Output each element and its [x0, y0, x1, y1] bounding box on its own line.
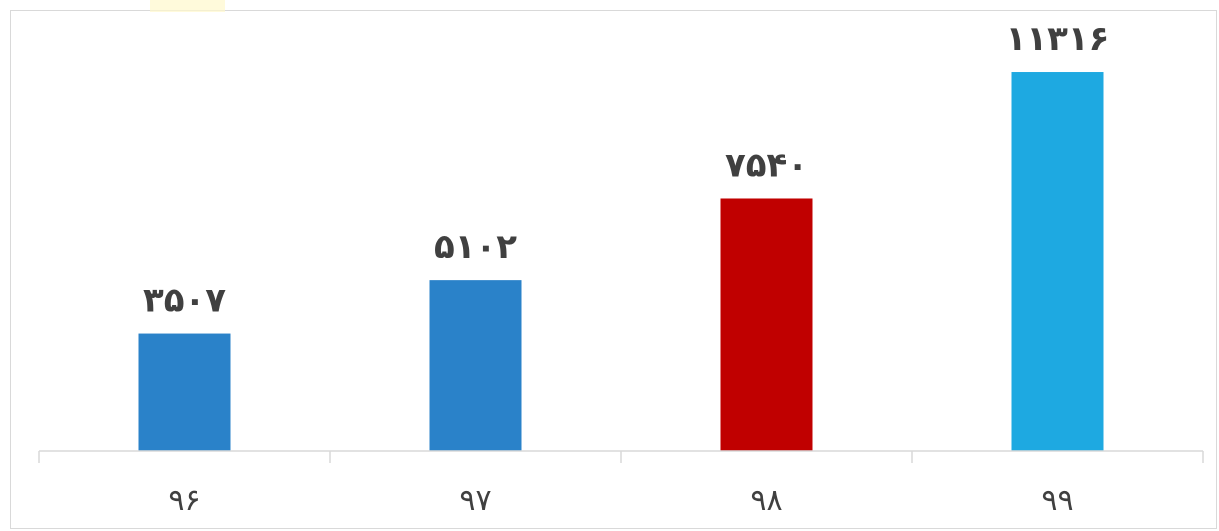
x-tick-label-2: ۹۷ [459, 483, 491, 518]
bar-value-label-3: ۷۵۴۰ [725, 145, 808, 185]
value-labels-group: ۳۵۰۷ ۵۱۰۲ ۷۵۴۰ ۱۱۳۱۶ [143, 19, 1109, 321]
x-axis-tick-labels: ۹۶ ۹۷ ۹۸ ۹۹ [168, 483, 1073, 518]
bars-group [138, 72, 1104, 451]
x-tick-label-3: ۹۸ [750, 483, 782, 518]
bar-4 [1011, 72, 1104, 451]
bar-1 [138, 333, 231, 451]
bar-2 [429, 280, 522, 451]
x-tick-label-4: ۹۹ [1041, 483, 1073, 518]
bar-value-label-4: ۱۱۳۱۶ [1006, 19, 1110, 59]
x-axis-ticks [38, 451, 1204, 463]
bar-value-label-1: ۳۵۰۷ [143, 281, 226, 321]
bar-value-label-2: ۵۱۰۲ [434, 227, 517, 267]
corner-highlight [150, 0, 225, 12]
bar-3 [720, 198, 813, 451]
x-tick-label-1: ۹۶ [168, 483, 200, 518]
